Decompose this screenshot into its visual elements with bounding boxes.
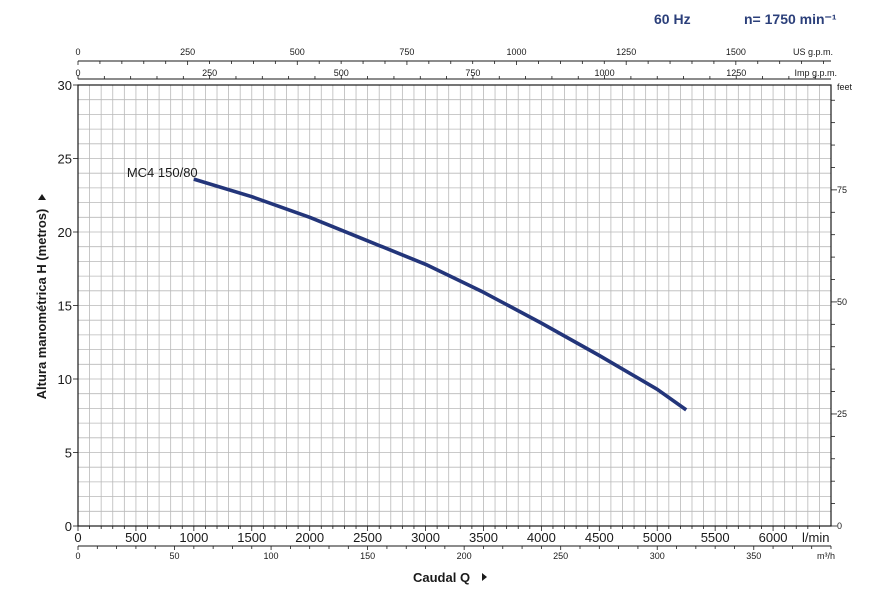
x-tick-label: 500 bbox=[125, 530, 147, 545]
m3h-tick-label: 250 bbox=[553, 551, 568, 561]
axes: 0 500 1000 1500 2000 2500 3000 3500 4000 4500 5000… bbox=[58, 47, 853, 561]
us-gpm-tick-label: 750 bbox=[399, 47, 414, 57]
y-tick-label: 25 bbox=[58, 152, 72, 167]
y-tick-label: 30 bbox=[58, 78, 72, 93]
us-gpm-tick-label: 1000 bbox=[507, 47, 527, 57]
x-tick-label: 6000 bbox=[759, 530, 788, 545]
x-tick-label: 4000 bbox=[527, 530, 556, 545]
y-tick-label: 20 bbox=[58, 225, 72, 240]
m3h-tick-label: 350 bbox=[746, 551, 761, 561]
x-tick-label: 5000 bbox=[643, 530, 672, 545]
chart-header: 60 Hz n= 1750 min⁻¹ bbox=[654, 11, 837, 27]
m3h-tick-label: 300 bbox=[650, 551, 665, 561]
x-unit-label: l/min bbox=[802, 530, 829, 545]
y-axis-title-arrow bbox=[38, 194, 46, 200]
x-tick-label: 2000 bbox=[295, 530, 324, 545]
series-label: MC4 150/80 bbox=[127, 165, 198, 180]
imp-gpm-tick-label: 0 bbox=[75, 68, 80, 78]
imp-gpm-tick-label: 750 bbox=[465, 68, 480, 78]
m3h-tick-label: 100 bbox=[264, 551, 279, 561]
speed-label: n= 1750 min⁻¹ bbox=[744, 11, 837, 27]
y-tick-label: 15 bbox=[58, 299, 72, 314]
x-tick-label: 4500 bbox=[585, 530, 614, 545]
feet-tick-label: 0 bbox=[837, 521, 842, 531]
feet-tick-label: 50 bbox=[837, 297, 847, 307]
imp-gpm-tick-label: 250 bbox=[202, 68, 217, 78]
y-tick-label: 10 bbox=[58, 372, 72, 387]
x-tick-label: 5500 bbox=[701, 530, 730, 545]
us-gpm-tick-label: 500 bbox=[290, 47, 305, 57]
us-gpm-tick-label: 250 bbox=[180, 47, 195, 57]
feet-unit-label: feet bbox=[837, 82, 853, 92]
m3h-tick-label: 200 bbox=[457, 551, 472, 561]
axis-titles: Caudal Q Altura manométrica H (metros) bbox=[34, 194, 487, 585]
imp-gpm-tick-label: 500 bbox=[334, 68, 349, 78]
m3h-tick-label: 0 bbox=[75, 551, 80, 561]
us-gpm-tick-label: 1250 bbox=[616, 47, 636, 57]
imp-gpm-tick-label: 1250 bbox=[726, 68, 746, 78]
series-line-mc4-150-80 bbox=[193, 177, 688, 412]
m3h-tick-label: 50 bbox=[170, 551, 180, 561]
x-tick-label: 3000 bbox=[411, 530, 440, 545]
x-axis-title-arrow bbox=[482, 573, 487, 581]
x-tick-label: 1000 bbox=[179, 530, 208, 545]
x-axis-title: Caudal Q bbox=[413, 570, 470, 585]
x-tick-label: 1500 bbox=[237, 530, 266, 545]
y-axis-title: Altura manométrica H (metros) bbox=[34, 209, 49, 400]
x-tick-label: 3500 bbox=[469, 530, 498, 545]
x-tick-label: 2500 bbox=[353, 530, 382, 545]
x-tick-label: 0 bbox=[74, 530, 81, 545]
series-layer: MC4 150/80 bbox=[127, 165, 688, 412]
feet-tick-label: 25 bbox=[837, 409, 847, 419]
imp-gpm-tick-label: 1000 bbox=[595, 68, 615, 78]
feet-tick-label: 75 bbox=[837, 185, 847, 195]
m3h-tick-label: 150 bbox=[360, 551, 375, 561]
us-gpm-tick-label: 1500 bbox=[726, 47, 746, 57]
imp-gpm-unit-label: Imp g.p.m. bbox=[794, 68, 837, 78]
m3h-unit-label: m³/h bbox=[817, 551, 835, 561]
y-tick-label: 5 bbox=[65, 446, 72, 461]
us-gpm-unit-label: US g.p.m. bbox=[793, 47, 833, 57]
frequency-label: 60 Hz bbox=[654, 11, 691, 27]
y-tick-label: 0 bbox=[65, 519, 72, 534]
grid bbox=[77, 84, 832, 527]
us-gpm-tick-label: 0 bbox=[75, 47, 80, 57]
